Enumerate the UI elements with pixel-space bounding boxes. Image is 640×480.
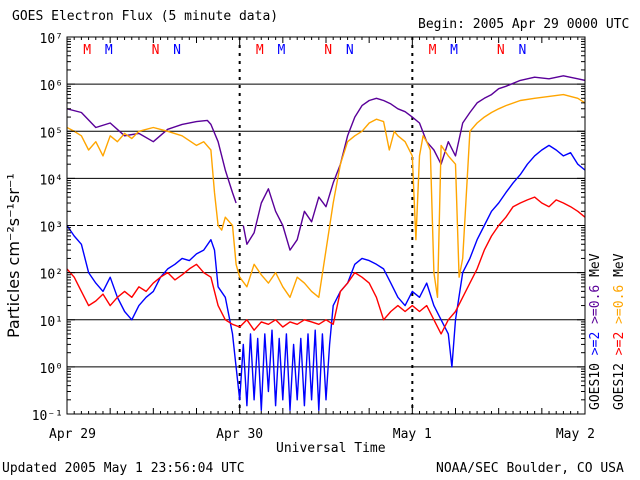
marker-m: M xyxy=(256,43,264,58)
legend-goes10-2mev: >=2 xyxy=(588,331,603,356)
day-boundaries xyxy=(238,37,414,414)
x-tick-label: May 1 xyxy=(393,427,432,442)
gridlines xyxy=(67,83,585,368)
y-axis-title: Particles cm⁻²s⁻¹sr⁻¹ xyxy=(4,173,23,338)
legend-goes10-06mev: >=0.6 xyxy=(588,284,603,324)
y-tick-label: 10³ xyxy=(40,221,63,236)
x-tick-label: Apr 30 xyxy=(216,427,263,442)
legend-goes10: GOES10 >=2 >=0.6 MeV xyxy=(588,253,603,410)
axis-ticks xyxy=(66,36,586,415)
legend-goes12-2mev: >=2 xyxy=(612,331,627,356)
updated-timestamp: Updated 2005 May 1 23:56:04 UTC xyxy=(2,461,245,476)
legend-goes12: GOES12 >=2 >=0.6 MeV xyxy=(612,253,627,410)
x-tick-label: May 2 xyxy=(556,427,595,442)
y-tick-label: 10¹ xyxy=(40,315,63,330)
x-axis-title: Universal Time xyxy=(276,441,386,456)
y-tick-label: 10⁰ xyxy=(40,362,63,377)
series-goes10-0-6-mev xyxy=(67,75,585,251)
y-tick-label: 10⁷ xyxy=(40,32,63,47)
marker-m: M xyxy=(277,43,285,58)
series-goes12-0-6-mev xyxy=(67,93,585,298)
marker-n: N xyxy=(173,43,181,58)
marker-n: N xyxy=(518,43,526,58)
legend-goes10-sat: GOES10 xyxy=(588,363,603,410)
y-tick-labels: 10⁻¹ 10⁰ 10¹ 10² 10³ 10⁴ 10⁵ 10⁶ 10⁷ xyxy=(32,32,63,424)
y-tick-label: 10⁶ xyxy=(40,79,63,94)
marker-m: M xyxy=(450,43,458,58)
marker-m: M xyxy=(429,43,437,58)
legend-goes12-sat: GOES12 xyxy=(612,363,627,410)
legend-goes12-unit: MeV xyxy=(612,253,627,277)
marker-n: N xyxy=(324,43,332,58)
marker-m: M xyxy=(83,43,91,58)
y-tick-label: 10⁴ xyxy=(40,173,63,188)
legend-goes10-unit: MeV xyxy=(588,253,603,277)
series-goes12-2-mev xyxy=(67,196,585,335)
begin-time: Begin: 2005 Apr 29 0000 UTC xyxy=(418,17,630,32)
marker-n: N xyxy=(346,43,354,58)
chart-title: GOES Electron Flux (5 minute data) xyxy=(12,9,279,24)
series-layer xyxy=(67,75,585,411)
legend-goes12-06mev: >=0.6 xyxy=(612,284,627,324)
y-tick-label: 10⁻¹ xyxy=(32,409,63,424)
marker-m: M xyxy=(105,43,113,58)
marker-n: N xyxy=(497,43,505,58)
y-tick-label: 10² xyxy=(40,268,63,283)
series-goes10-2-mev xyxy=(67,144,585,411)
credit-text: NOAA/SEC Boulder, CO USA xyxy=(436,461,624,476)
x-tick-labels: Apr 29 Apr 30 May 1 May 2 xyxy=(49,427,595,442)
marker-n: N xyxy=(152,43,160,58)
x-tick-label: Apr 29 xyxy=(49,427,96,442)
y-tick-label: 10⁵ xyxy=(40,126,63,141)
